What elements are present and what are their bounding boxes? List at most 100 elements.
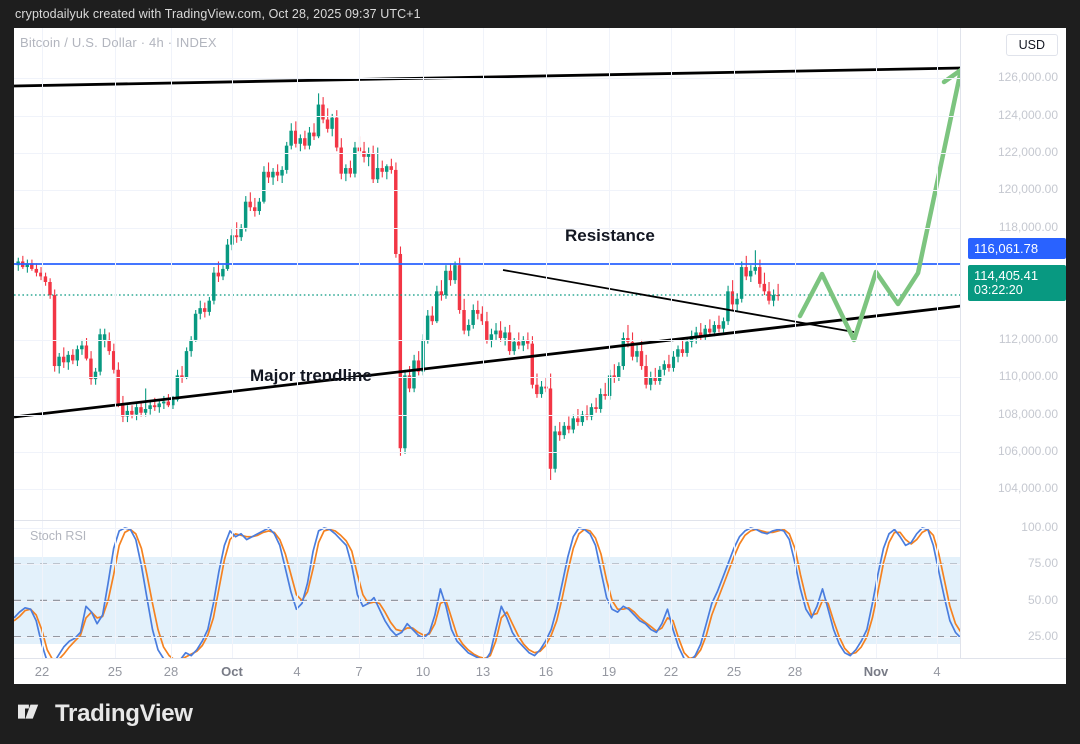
- time-axis-tick: 25: [726, 664, 742, 679]
- chart-frame: Bitcoin / U.S. Dollar · 4h · INDEX Stoch…: [14, 28, 1066, 684]
- candle-body: [562, 425, 566, 436]
- candle-body: [316, 104, 321, 137]
- candle-body: [444, 270, 448, 296]
- time-axis[interactable]: 22 25 28 Oct 4 7 10 13 16 19 22 25 28 Nov 4: [14, 658, 1066, 684]
- candle-body: [307, 132, 312, 146]
- candle-body: [234, 235, 239, 238]
- candle-body: [744, 267, 748, 277]
- candle-body: [80, 345, 84, 350]
- candle-body: [703, 328, 707, 337]
- price-axis[interactable]: USD 126,000.00 124,000.00 122,000.00 120,00…: [961, 28, 1066, 679]
- candle-body: [207, 300, 211, 312]
- candle-body: [644, 366, 648, 385]
- candle-body: [280, 169, 284, 176]
- candle-body: [125, 410, 130, 417]
- candle-body: [61, 356, 66, 363]
- candle-body: [389, 166, 393, 170]
- resistance-price-badge[interactable]: 116,061.78: [968, 238, 1066, 259]
- candle-body: [635, 351, 639, 357]
- candle-body: [303, 138, 307, 146]
- candle-body: [225, 244, 230, 269]
- price-axis-tick: 108,000.00: [997, 406, 1058, 421]
- candle-body: [57, 356, 61, 367]
- plot-area[interactable]: Stoch RSI: [14, 28, 961, 659]
- candle-body: [471, 310, 475, 325]
- candle-body: [221, 268, 225, 277]
- candle-body: [84, 345, 89, 359]
- time-axis-tick: Oct: [221, 664, 243, 679]
- candle-body: [594, 407, 598, 410]
- candle-body: [384, 166, 389, 172]
- last-price-badge[interactable]: 114,405.41 03:22:20: [968, 265, 1066, 301]
- candle-body: [198, 308, 202, 314]
- candle-body: [462, 310, 466, 331]
- annotation-resistance[interactable]: Resistance: [565, 226, 655, 245]
- candle-body: [717, 324, 721, 329]
- candle-body: [189, 339, 193, 352]
- grid-line-horizontal: [14, 153, 961, 155]
- candle-body: [30, 263, 34, 269]
- candle-body: [762, 283, 767, 292]
- tradingview-wordmark: TradingView: [55, 700, 193, 727]
- candle-body: [180, 375, 184, 378]
- candle-body: [216, 272, 221, 277]
- candle-body: [111, 351, 116, 370]
- grid-line-vertical: [609, 28, 610, 659]
- candle-body: [726, 291, 730, 322]
- candle-body: [416, 360, 421, 372]
- candle-body: [739, 267, 744, 299]
- candle-body: [480, 313, 484, 322]
- candle-body: [735, 298, 739, 305]
- candle-body: [348, 168, 352, 174]
- candle-body: [457, 265, 462, 311]
- candle-body: [107, 339, 111, 352]
- candle-body: [330, 117, 334, 129]
- time-axis-tick: 13: [475, 664, 491, 679]
- candle-body: [130, 410, 134, 415]
- candle-body: [175, 375, 180, 400]
- price-axis-tick: 118,000.00: [998, 219, 1058, 234]
- candle-body: [571, 418, 575, 430]
- watermark-text: cryptodailyuk created with TradingView.c…: [15, 7, 421, 21]
- candle-body: [776, 294, 780, 297]
- stoch-axis-tick: 100.00: [1021, 520, 1058, 534]
- trendline-upper-channel[interactable]: [14, 66, 961, 88]
- candle-body: [293, 130, 298, 144]
- candle-body: [325, 119, 330, 129]
- time-axis-tick: 28: [163, 664, 179, 679]
- candle-body: [152, 405, 157, 408]
- candle-body: [230, 235, 234, 245]
- candle-body: [521, 339, 525, 346]
- stoch-axis-tick: 50.00: [1027, 592, 1058, 607]
- trendline-descending-resistance[interactable]: [502, 269, 855, 333]
- candle-body: [580, 414, 585, 423]
- candle-body: [767, 291, 771, 301]
- price-axis-tick: 112,000.00: [998, 331, 1058, 346]
- candle-body: [298, 138, 302, 144]
- candle-body: [671, 356, 676, 368]
- grid-line-vertical: [359, 28, 360, 659]
- candle-body: [212, 272, 216, 301]
- grid-line-vertical: [483, 28, 484, 659]
- candle-body: [621, 338, 625, 367]
- candle-body: [257, 201, 261, 212]
- candle-body: [394, 169, 398, 254]
- candle-body: [548, 388, 553, 469]
- price-axis-tick: 124,000.00: [997, 107, 1058, 122]
- grid-line-horizontal: [14, 528, 961, 529]
- price-axis-tick: 106,000.00: [997, 443, 1058, 458]
- currency-badge[interactable]: USD: [1005, 34, 1058, 56]
- candle-body: [262, 171, 266, 202]
- candle-body: [52, 295, 57, 367]
- candle-body: [134, 407, 139, 415]
- grid-line-horizontal: [14, 227, 961, 229]
- annotation-major-trendline[interactable]: Major trendline: [250, 366, 372, 385]
- candle-body: [193, 313, 198, 340]
- candle-body: [75, 349, 79, 361]
- stoch-k-line: [14, 527, 961, 659]
- candle-body: [771, 295, 776, 301]
- candle-body: [412, 360, 416, 389]
- candle-body: [566, 425, 571, 430]
- time-axis-tick: 22: [34, 664, 50, 679]
- candle-body: [139, 407, 143, 413]
